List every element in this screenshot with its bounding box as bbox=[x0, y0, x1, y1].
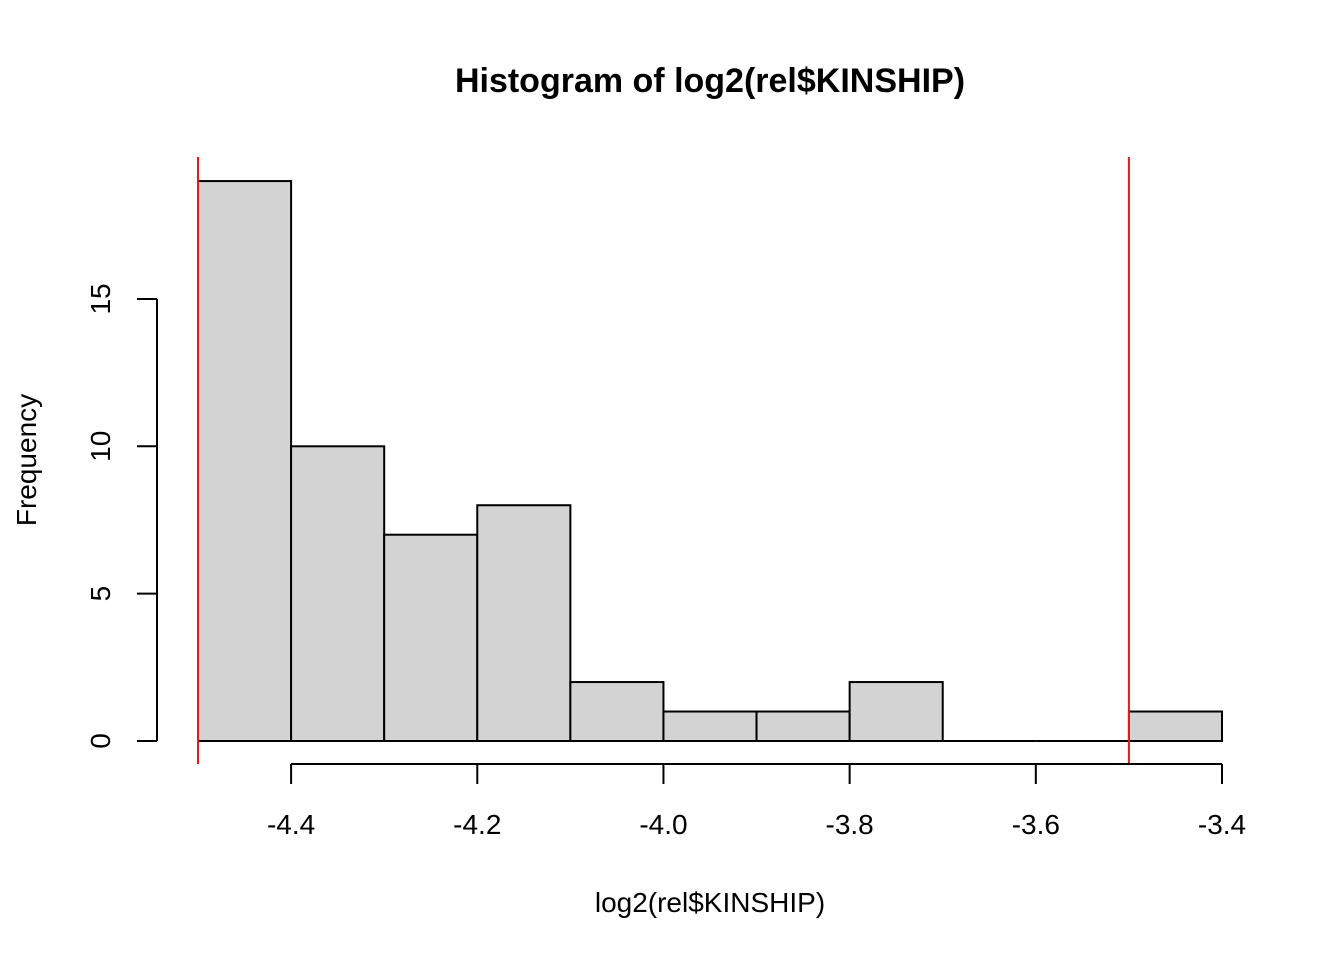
y-tick-label: 0 bbox=[85, 733, 116, 749]
x-tick-label: -4.0 bbox=[639, 809, 687, 840]
x-tick-label: -3.6 bbox=[1012, 809, 1060, 840]
x-tick-label: -3.4 bbox=[1198, 809, 1246, 840]
histogram-bar bbox=[569, 681, 665, 742]
histogram-bar bbox=[755, 710, 851, 743]
histogram-bar bbox=[848, 681, 944, 742]
y-tick-label: 15 bbox=[85, 283, 116, 314]
histogram-bar bbox=[383, 533, 479, 743]
histogram-bar bbox=[662, 710, 758, 743]
chart-title: Histogram of log2(rel$KINSHIP) bbox=[455, 62, 965, 100]
x-tick-label: -4.2 bbox=[453, 809, 501, 840]
histogram-bar bbox=[1127, 710, 1223, 743]
bars-group bbox=[197, 180, 1223, 743]
x-axis: -4.4 -4.2 -4.0 -3.8 -3.6 -3.4 bbox=[267, 763, 1246, 840]
histogram-bar bbox=[476, 504, 572, 742]
histogram-bar bbox=[197, 180, 293, 742]
y-tick-label: 5 bbox=[85, 586, 116, 602]
x-tick-label: -3.8 bbox=[826, 809, 874, 840]
reference-lines-group bbox=[197, 157, 1130, 764]
x-axis-label: log2(rel$KINSHIP) bbox=[595, 887, 825, 918]
x-tick-label: -4.4 bbox=[267, 809, 315, 840]
y-axis-label: Frequency bbox=[11, 394, 42, 526]
y-tick-label: 10 bbox=[85, 431, 116, 462]
y-axis: 0 5 10 15 bbox=[85, 283, 158, 749]
histogram-bar bbox=[290, 445, 386, 742]
